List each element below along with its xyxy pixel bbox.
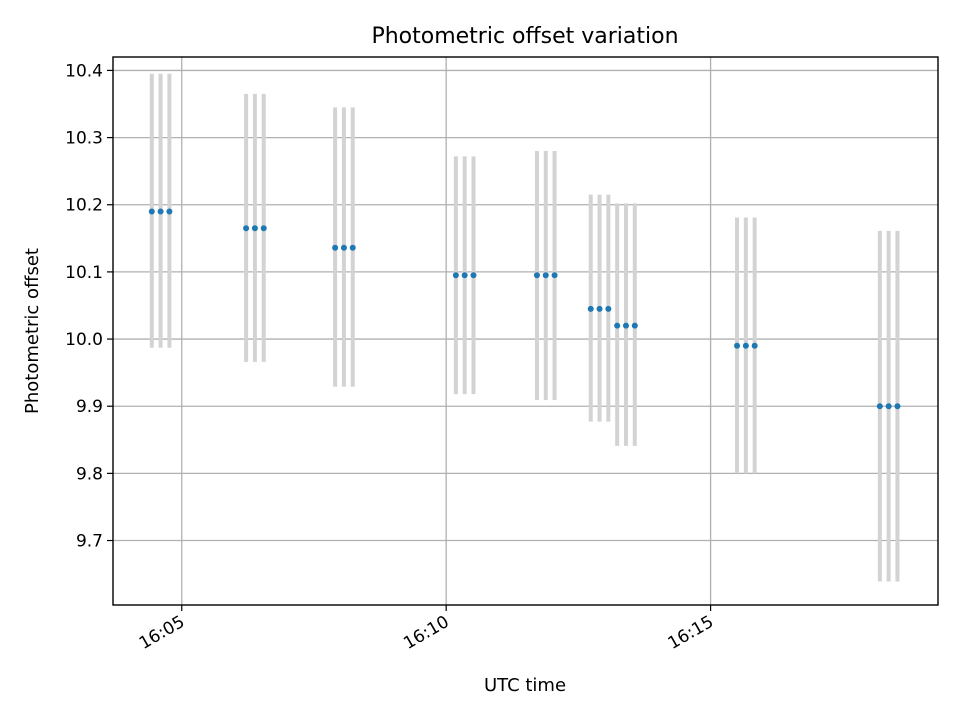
- data-point: [148, 208, 155, 215]
- data-point: [260, 225, 267, 232]
- data-point: [596, 305, 603, 312]
- data-point: [166, 208, 173, 215]
- data-point: [452, 272, 459, 279]
- data-point: [332, 244, 339, 251]
- y-axis-label: Photometric offset: [22, 248, 43, 414]
- grid: [113, 57, 938, 605]
- data-point: [734, 342, 741, 349]
- x-tick-label: 16:15: [665, 612, 717, 654]
- ticks: 9.7 9.8 9.9 10.0 10.1 10.2 10.3 10.4 16:05 16:10 1…: [65, 61, 717, 653]
- y-tick-label: 10.3: [65, 129, 103, 149]
- plot-frame: [112, 56, 939, 606]
- data-point: [157, 208, 164, 215]
- data-point: [533, 272, 540, 279]
- y-tick-label: 10.2: [65, 196, 103, 216]
- y-tick-label: 9.9: [76, 397, 103, 417]
- data-point: [243, 225, 250, 232]
- y-tick-label: 10.1: [65, 263, 103, 283]
- data-point: [551, 272, 558, 279]
- y-tick-label: 9.8: [76, 464, 103, 484]
- data-points: [148, 208, 901, 410]
- data-point: [587, 305, 594, 312]
- x-tick-label: 16:05: [136, 612, 188, 654]
- data-point: [742, 342, 749, 349]
- y-tick-label: 10.0: [65, 330, 103, 350]
- x-tick-label: 16:10: [400, 612, 452, 654]
- data-point: [542, 272, 549, 279]
- data-point: [605, 305, 612, 312]
- data-point: [349, 244, 356, 251]
- x-axis-label: UTC time: [484, 675, 566, 696]
- data-point: [751, 342, 758, 349]
- data-point: [631, 322, 638, 329]
- y-tick-label: 10.4: [65, 61, 103, 81]
- data-point: [614, 322, 621, 329]
- data-point: [622, 322, 629, 329]
- error-bars: [149, 73, 900, 582]
- y-tick-label: 9.7: [76, 532, 103, 552]
- data-point: [470, 272, 477, 279]
- data-point: [340, 244, 347, 251]
- data-point: [251, 225, 258, 232]
- data-point: [894, 403, 901, 410]
- data-point: [885, 403, 892, 410]
- chart-title: Photometric offset variation: [371, 24, 678, 49]
- data-point: [461, 272, 468, 279]
- data-point: [876, 403, 883, 410]
